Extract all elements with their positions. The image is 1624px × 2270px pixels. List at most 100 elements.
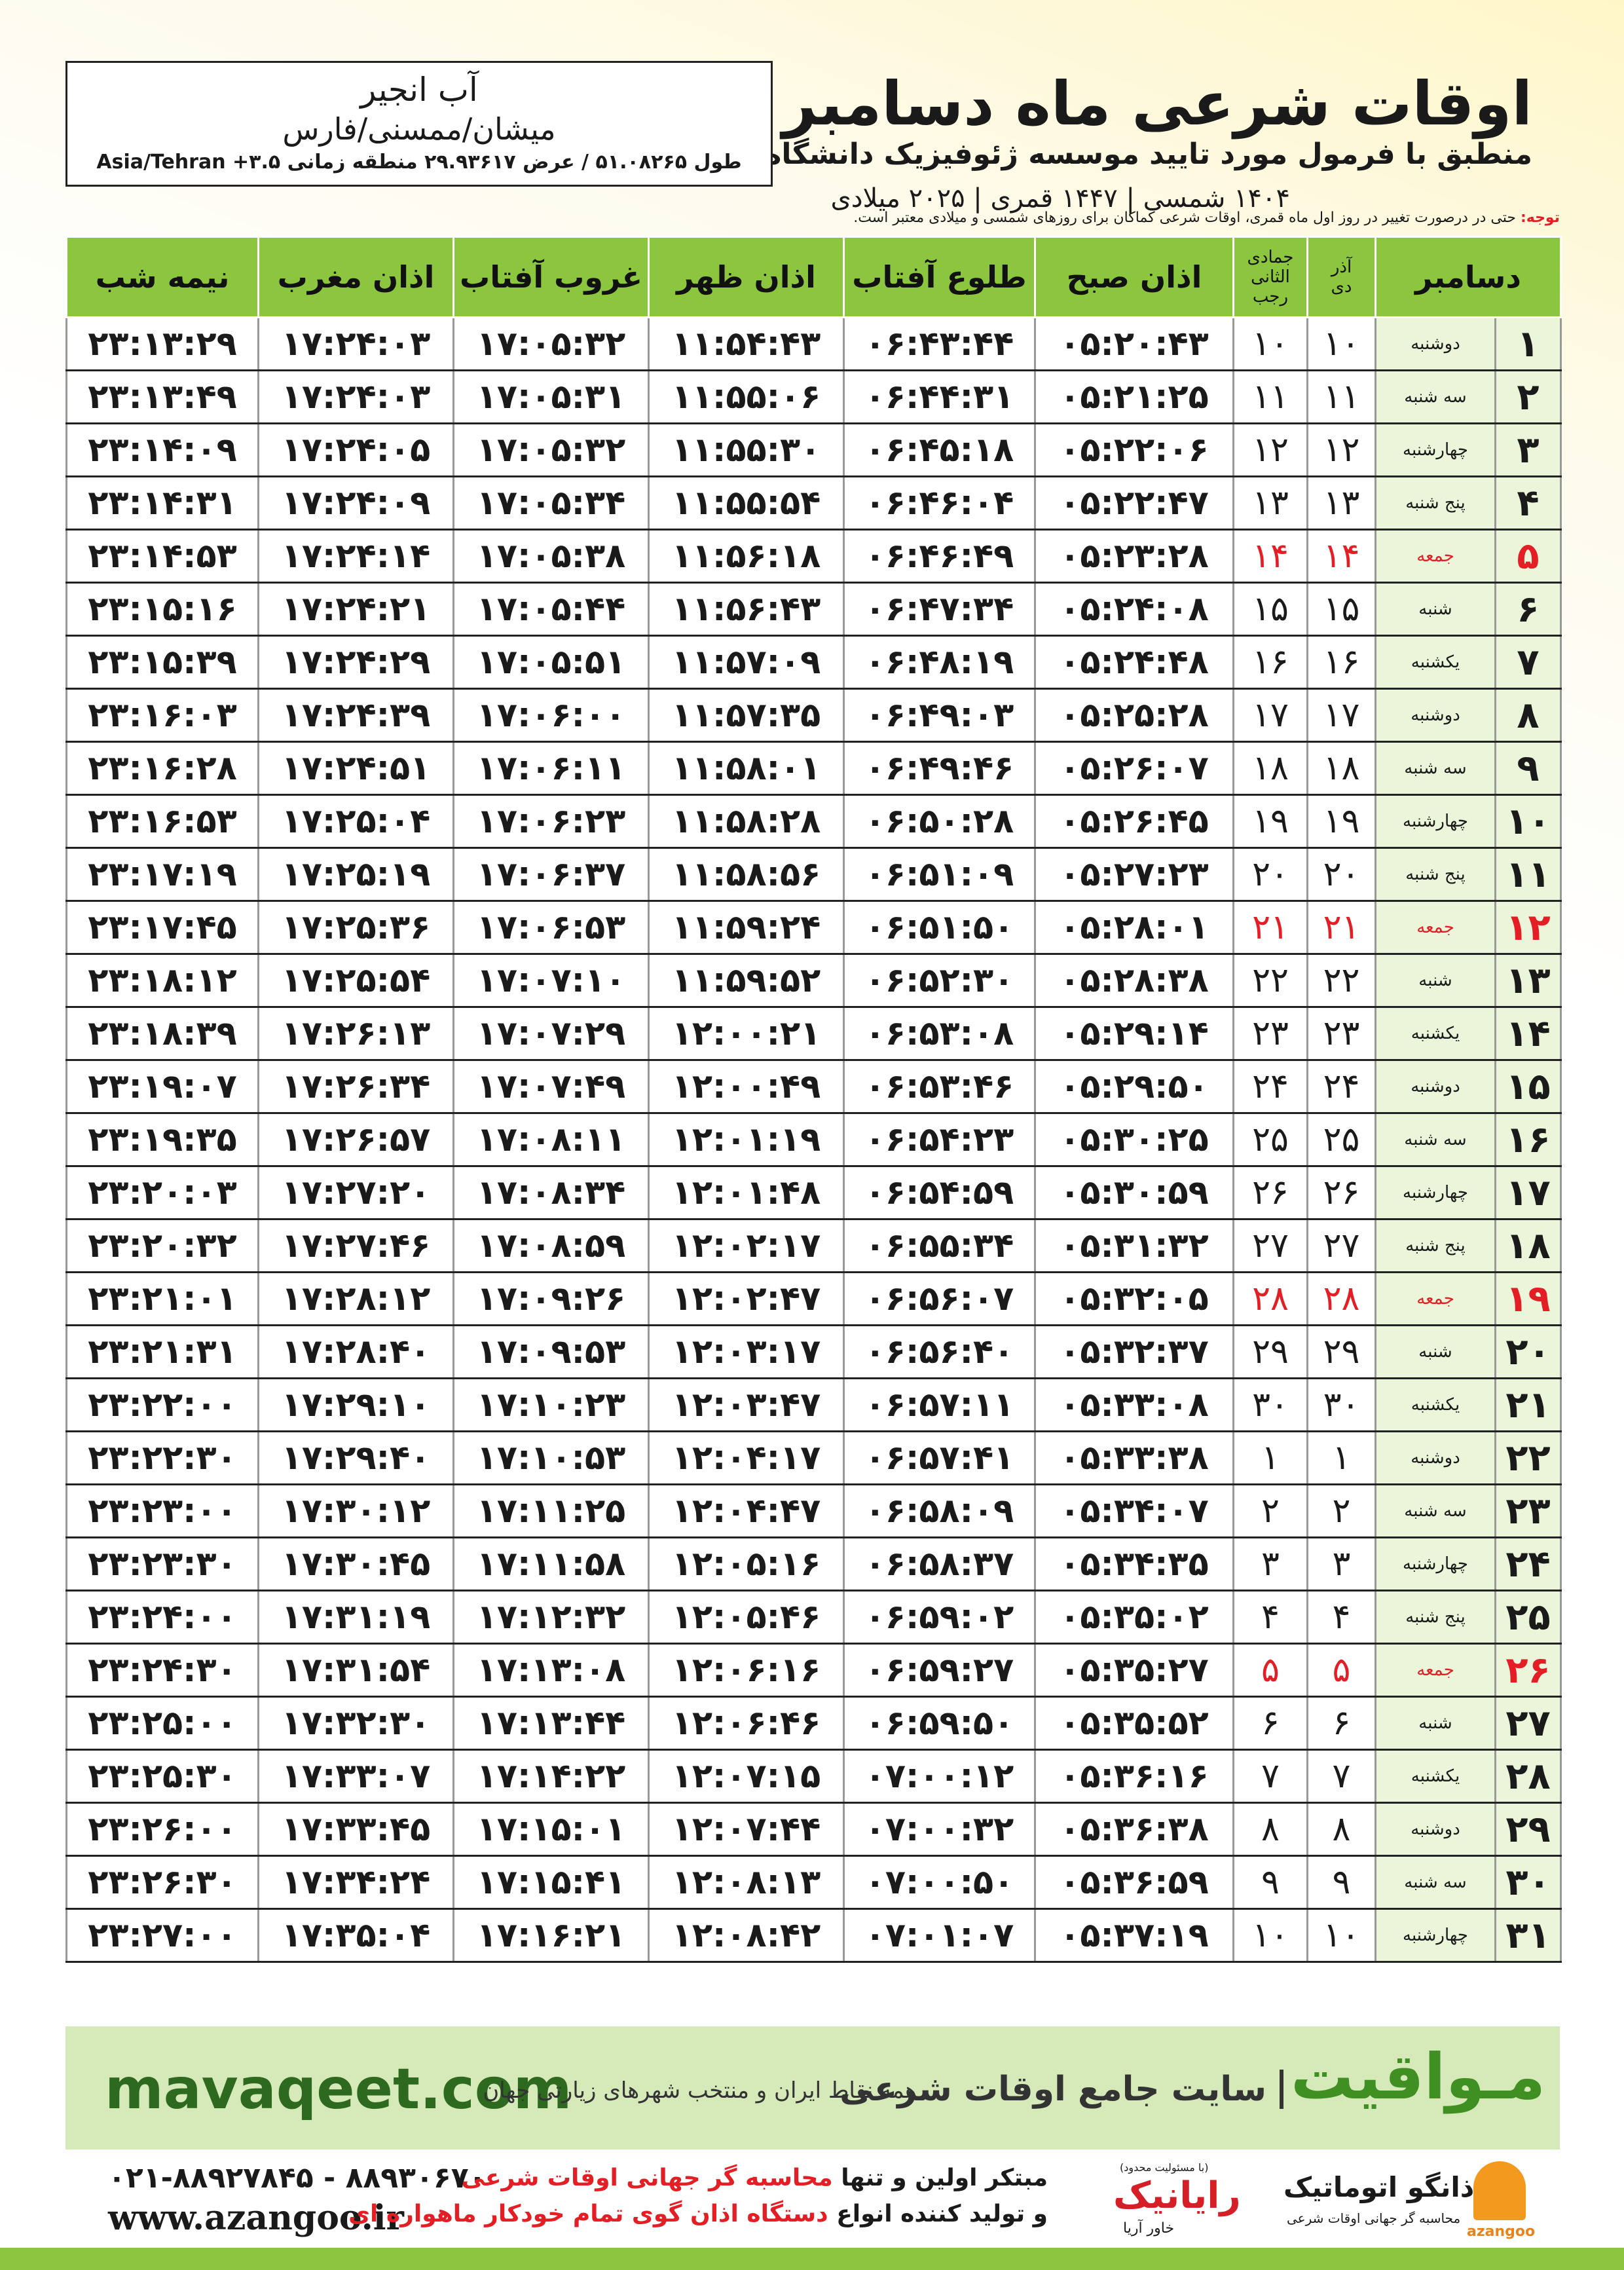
cell: ۱۷:۰۶:۵۳ [452,900,650,955]
cell: ۱۷:۱۳:۰۸ [452,1643,650,1698]
cell: ۰۵:۳۵:۲۷ [1034,1643,1234,1698]
cell: ۲۳:۱۶:۰۳ [65,688,259,743]
cell: ۲۳:۱۵:۳۹ [65,635,259,690]
cell: سه شنبه [1375,741,1496,796]
cell: ۱۲:۰۴:۴۷ [648,1483,845,1538]
cell: یکشنبه [1375,1749,1496,1804]
cell: ۱۷:۲۶:۵۷ [257,1112,454,1167]
row: ۱۴ یکشنبه ۲۳ ۲۳ ۰۵:۲۹:۱۴ ۰۶:۵۳:۰۸ ۱۲:۰۰:۲۱ ۱۷:۰… [65,1006,1562,1061]
cell: ۱۷:۱۰:۲۳ [452,1377,650,1432]
cell: شنبه [1375,953,1496,1008]
cell: ۰۵:۳۵:۵۲ [1034,1696,1234,1751]
note-label: توجه: [1520,210,1560,226]
cell: ۰۶:۵۱:۵۰ [843,900,1036,955]
cell: ۲۳ [1494,1483,1562,1538]
cell: ۱۶ [1306,635,1376,690]
cell: ۰۵:۲۹:۱۴ [1034,1006,1234,1061]
row: ۲۷ شنبه ۶ ۶ ۰۵:۳۵:۵۲ ۰۶:۵۹:۵۰ ۱۲:۰۶:۴۶ ۱۷:۱۳:۴۴… [65,1696,1562,1751]
times-table: دسامبر آذر دی جمادی الثانی رجب اذان صبح طلوع آ… [65,236,1562,1963]
cell: ۱۲:۰۰:۲۱ [648,1006,845,1061]
text: دستگاه اذان گوی تمام خودکار ماهواره ای [348,2201,828,2227]
cell: ۱۷:۲۵:۰۴ [257,794,454,849]
cell: ۰۶:۵۹:۲۷ [843,1643,1036,1698]
web[interactable]: www.azangoo.ir [108,2198,404,2238]
cell: ۱۲:۰۷:۴۴ [648,1802,845,1857]
cell: ۱۲:۰۰:۴۹ [648,1059,845,1114]
cell: ۰۵:۳۱:۳۲ [1034,1218,1234,1273]
row: ۲۴ چهارشنبه ۳ ۳ ۰۵:۳۴:۳۵ ۰۶:۵۸:۳۷ ۱۲:۰۵:۱۶ ۱۷:۱… [65,1536,1562,1591]
cell: ۱۷:۱۵:۴۱ [452,1855,650,1910]
cell: ۰۶:۴۷:۳۴ [843,582,1036,637]
cell: دوشنبه [1375,1430,1496,1485]
header-cell: اذان مغرب [257,236,454,318]
site[interactable]: mavaqeet.com [105,2056,572,2122]
cell: ۲۷ [1306,1218,1376,1273]
row: ۲۰ شنبه ۲۹ ۲۹ ۰۵:۳۲:۳۷ ۰۶:۵۶:۴۰ ۱۲:۰۳:۱۷ ۱۷:۰۹:… [65,1324,1562,1379]
cell: ۰۶:۴۴:۳۱ [843,369,1036,424]
cell: ۰۵:۳۷:۱۹ [1034,1908,1234,1963]
cell: ۱۵ [1306,582,1376,637]
cell: ۱۷:۰۷:۴۹ [452,1059,650,1114]
cell: ۱۷:۲۴:۲۹ [257,635,454,690]
cell: ۰۵:۳۰:۵۹ [1034,1165,1234,1220]
cell: ۱۰ [1494,794,1562,849]
cell: ۱۰ [1306,316,1376,371]
cell: ۱۸ [1494,1218,1562,1273]
cell: ۲۸ [1494,1749,1562,1804]
cell: ۲۳:۱۷:۱۹ [65,847,259,902]
cell: ۲۳:۲۷:۰۰ [65,1908,259,1963]
cell: ۲۸ [1306,1271,1376,1326]
row: ۹ سه شنبه ۱۸ ۱۸ ۰۵:۲۶:۰۷ ۰۶:۴۹:۴۶ ۱۱:۵۸:۰۱ ۱۷:۰… [65,741,1562,796]
years: ۱۴۰۴ شمسی | ۱۴۴۷ قمری | ۲۰۲۵ میلادی [830,183,1290,214]
location-coords: طول ۵۱.۰۸۲۶۵ / عرض ۲۹.۹۳۶۱۷ منطقه زمانی … [96,151,742,174]
cell: ۱ [1232,1430,1308,1485]
row: ۲۹ دوشنبه ۸ ۸ ۰۵:۳۶:۳۸ ۰۷:۰۰:۳۲ ۱۲:۰۷:۴۴ ۱۷:۱۵:… [65,1802,1562,1857]
row: ۷ یکشنبه ۱۶ ۱۶ ۰۵:۲۴:۴۸ ۰۶:۴۸:۱۹ ۱۱:۵۷:۰۹ ۱۷:۰۵… [65,635,1562,690]
cell: ۲۳:۲۱:۰۱ [65,1271,259,1326]
cell: ۲۶ [1306,1165,1376,1220]
cell: ۱۷:۲۴:۰۵ [257,422,454,477]
cell: ۱۲:۰۸:۴۲ [648,1908,845,1963]
cell: ۱۲ [1306,422,1376,477]
cell: ۰۵:۲۲:۴۷ [1034,475,1234,530]
cell: ۱۷:۱۰:۵۳ [452,1430,650,1485]
cell: ۰۶:۴۹:۰۳ [843,688,1036,743]
cell: ۰۶:۵۶:۴۰ [843,1324,1036,1379]
cell: ۰۶:۴۶:۰۴ [843,475,1036,530]
cell: ۱۷:۲۶:۳۴ [257,1059,454,1114]
cell: ۲۳:۲۴:۳۰ [65,1643,259,1698]
cell: ۳۱ [1494,1908,1562,1963]
cell: ۱۷:۲۴:۳۹ [257,688,454,743]
cell: ۲۲ [1232,953,1308,1008]
cell: ۱۷:۳۴:۲۴ [257,1855,454,1910]
logo-icon [1473,2161,1526,2220]
cell: ۰۶:۴۳:۴۴ [843,316,1036,371]
cell: ۲۸ [1232,1271,1308,1326]
cell: ۱۷:۳۱:۵۴ [257,1643,454,1698]
cell: جمعه [1375,529,1496,584]
cell: ۰۵:۳۴:۰۷ [1034,1483,1234,1538]
cell: ۰۶:۵۸:۰۹ [843,1483,1036,1538]
cell: ۱۷:۲۵:۱۹ [257,847,454,902]
row: ۱۷ چهارشنبه ۲۶ ۲۶ ۰۵:۳۰:۵۹ ۰۶:۵۴:۵۹ ۱۲:۰۱:۴۸ ۱۷… [65,1165,1562,1220]
cell: ۱۷:۱۳:۴۴ [452,1696,650,1751]
slogan: سایت جامع اوقات شرعی [840,2070,1283,2109]
cell: ۲۳:۱۳:۴۹ [65,369,259,424]
cell: ۱۲:۰۵:۴۶ [648,1590,845,1645]
note: توجه: حتی در درصورت تغییر در روز اول ماه… [65,210,1560,226]
cell: دوشنبه [1375,1059,1496,1114]
cell: ۱ [1494,316,1562,371]
cell: ۱۱:۵۵:۳۰ [648,422,845,477]
cell: ۱۷:۲۹:۴۰ [257,1430,454,1485]
cell: ۱۷:۰۵:۵۱ [452,635,650,690]
cell: ۲۳:۲۵:۳۰ [65,1749,259,1804]
row: ۲۳ سه شنبه ۲ ۲ ۰۵:۳۴:۰۷ ۰۶:۵۸:۰۹ ۱۲:۰۴:۴۷ ۱۷:۱۱… [65,1483,1562,1538]
cell: جمعه [1375,1643,1496,1698]
cell: شنبه [1375,1324,1496,1379]
cell: ۱۷:۲۹:۱۰ [257,1377,454,1432]
cell: ۱۱:۵۵:۰۶ [648,369,845,424]
cell: ۱۳ [1306,475,1376,530]
banner [65,2026,1560,2149]
cell: ۰۵:۲۰:۴۳ [1034,316,1234,371]
cell: ۱۲:۰۷:۱۵ [648,1749,845,1804]
